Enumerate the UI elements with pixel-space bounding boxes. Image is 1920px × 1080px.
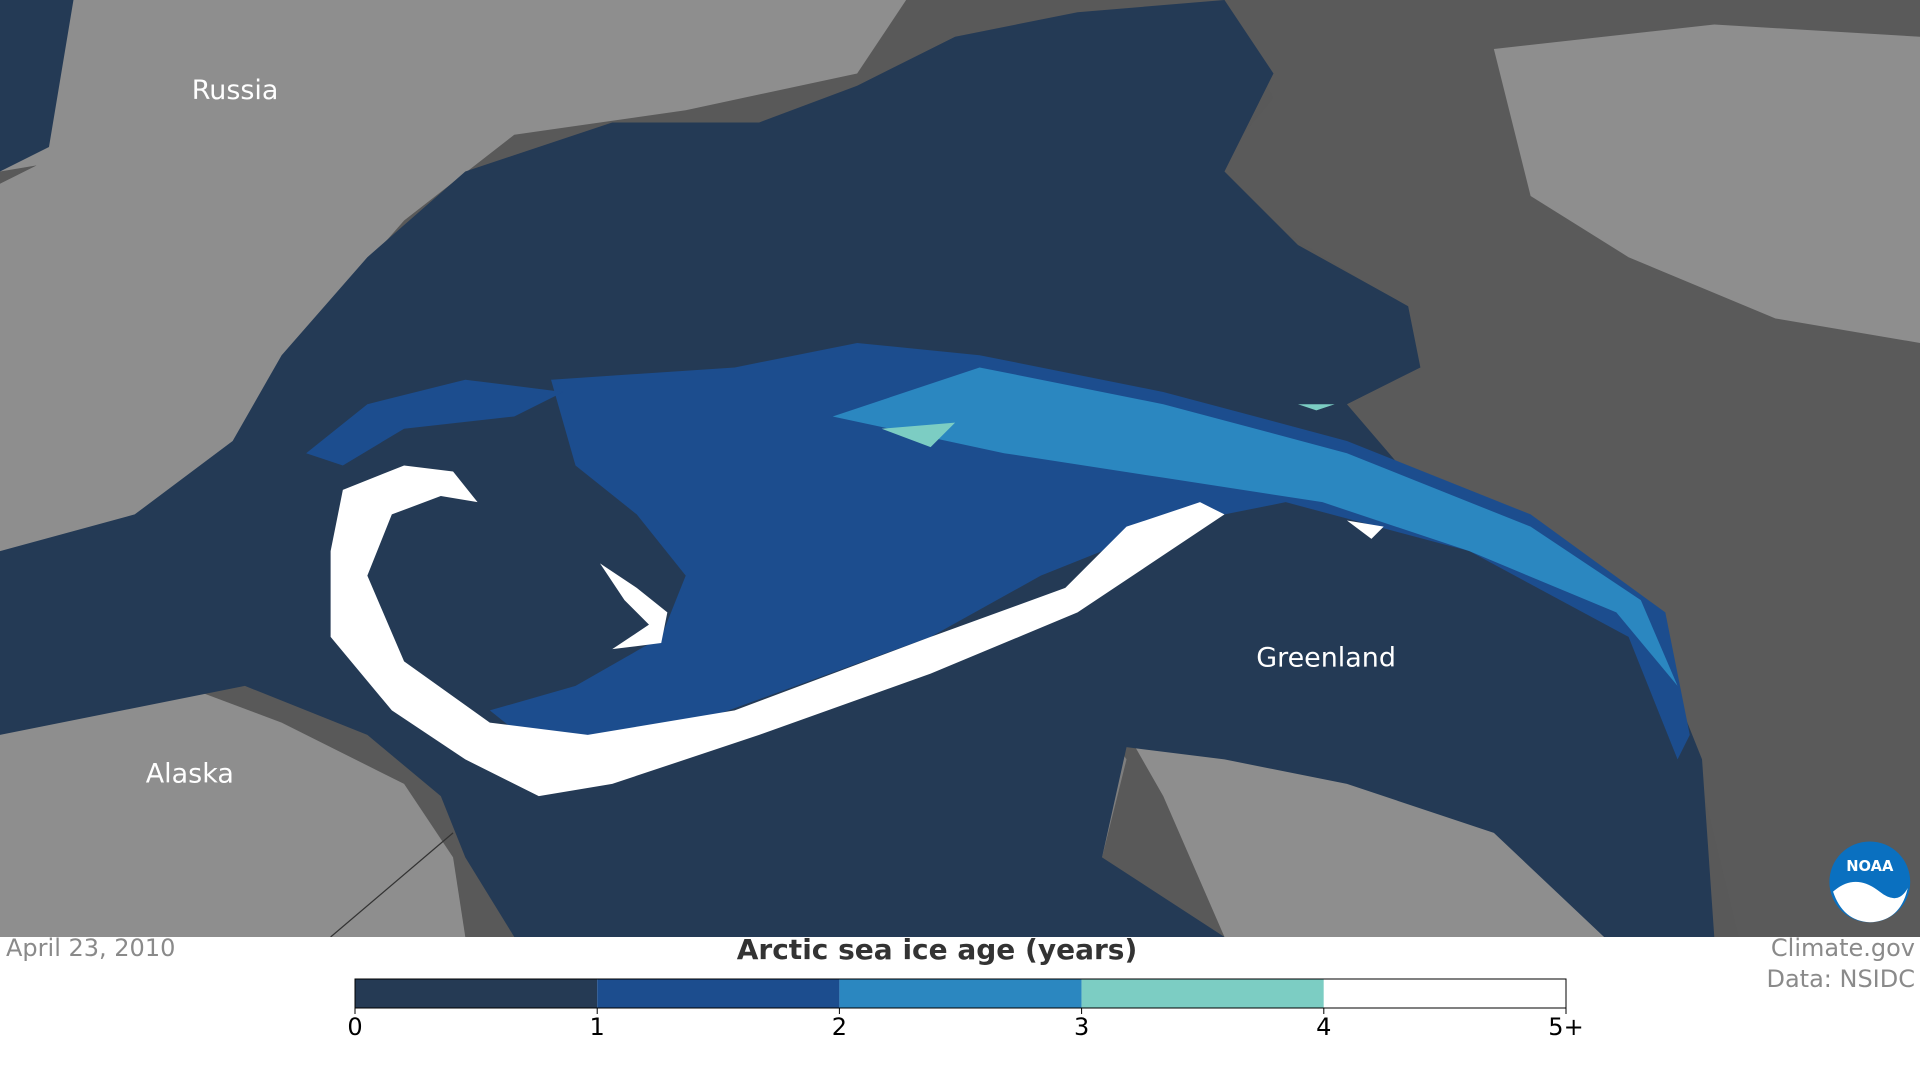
tick-label: 5+ bbox=[1548, 1013, 1583, 1041]
colorbar: 0 1 2 3 4 5+ bbox=[347, 978, 1584, 1041]
russia-land bbox=[0, 0, 907, 576]
legend-area: April 23, 2010 Arctic sea ice age (years… bbox=[6, 937, 1915, 1041]
noaa-logo: NOAA bbox=[1829, 841, 1911, 923]
credit: Data: NSIDC bbox=[1766, 965, 1915, 993]
map: Russia Alaska Greenland NOAA bbox=[0, 0, 1920, 937]
ice-4-5yr bbox=[330, 465, 1384, 797]
colorbar-border bbox=[354, 978, 1567, 1009]
border-line bbox=[330, 832, 454, 937]
tick-label: 2 bbox=[832, 1013, 847, 1041]
colorbar-segment bbox=[597, 979, 840, 1008]
tick-label: 4 bbox=[1316, 1013, 1331, 1041]
colorbar-segment bbox=[1323, 979, 1566, 1008]
colorbar-segment bbox=[839, 979, 1082, 1008]
region-label: Russia bbox=[192, 75, 279, 106]
tick-label: 0 bbox=[347, 1013, 362, 1041]
region-label: Alaska bbox=[146, 759, 234, 790]
ice-1-2yr bbox=[489, 342, 1690, 760]
colorbar-segment bbox=[1081, 979, 1324, 1008]
legend-title: Arctic sea ice age (years) bbox=[737, 937, 1138, 966]
credit: Climate.gov bbox=[1771, 937, 1915, 962]
date: April 23, 2010 bbox=[6, 937, 175, 962]
island-land bbox=[1493, 24, 1920, 343]
ice-3-4yr bbox=[881, 404, 1335, 448]
logo-text: NOAA bbox=[1846, 858, 1894, 875]
ice-1-2yr-arm bbox=[306, 379, 564, 466]
ice-2-3yr bbox=[832, 367, 1678, 686]
tick-label: 1 bbox=[590, 1013, 605, 1041]
colorbar-segment bbox=[355, 979, 598, 1008]
alaska-land bbox=[0, 685, 466, 937]
region-label: Greenland bbox=[1256, 642, 1396, 673]
tick-label: 3 bbox=[1074, 1013, 1089, 1041]
logo-wave bbox=[1833, 881, 1908, 923]
